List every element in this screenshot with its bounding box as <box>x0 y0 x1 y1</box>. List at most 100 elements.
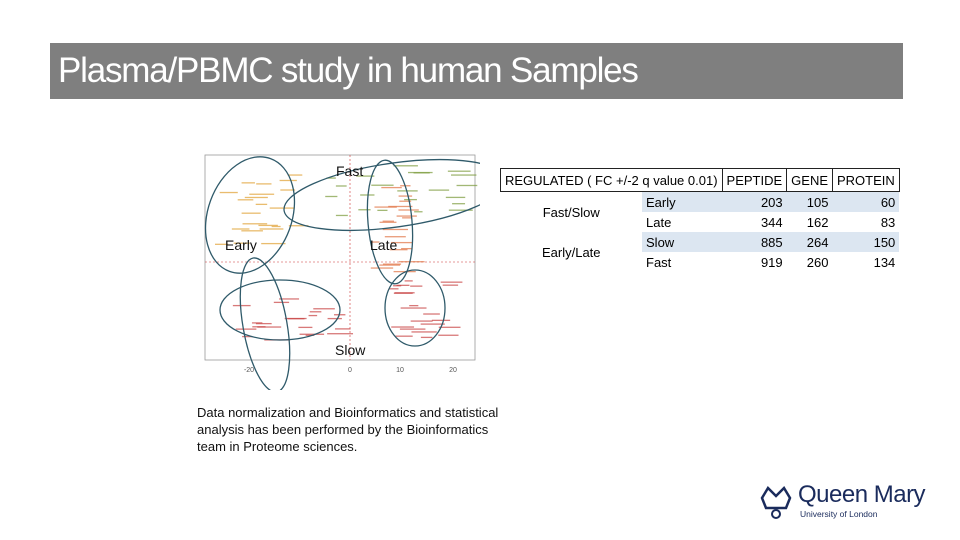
point-label <box>404 198 417 201</box>
point-label <box>440 281 463 283</box>
point-label <box>305 334 315 336</box>
cell-value: 134 <box>873 254 896 270</box>
cell-value: 150 <box>832 232 900 252</box>
table-row: Fast 919 260 134 <box>501 252 900 272</box>
point-label <box>241 230 263 232</box>
point-label <box>360 194 375 196</box>
point-label <box>371 241 380 243</box>
point-label <box>326 177 336 179</box>
point-label <box>388 205 413 208</box>
point-label <box>445 196 466 199</box>
point-label <box>410 285 423 287</box>
point-label <box>356 175 375 177</box>
point-label <box>309 311 322 313</box>
point-label <box>382 263 402 265</box>
cell-value: 919 <box>760 254 783 270</box>
point-label <box>242 223 268 225</box>
cell-value: 203 <box>722 191 787 212</box>
point-label <box>398 261 425 263</box>
logo-name: Queen Mary <box>798 481 926 508</box>
point-label <box>451 174 477 176</box>
point-label <box>219 191 238 194</box>
row-label: Late <box>646 214 672 230</box>
point-label <box>255 322 272 325</box>
point-label <box>399 328 426 330</box>
x-tick-label: 0 <box>348 367 352 374</box>
point-label <box>370 267 394 269</box>
point-label <box>279 298 300 300</box>
point-label <box>273 301 290 304</box>
point-label <box>287 174 303 176</box>
point-label <box>327 333 354 335</box>
row-label: Fast <box>646 254 672 270</box>
group-label: Fast <box>336 163 364 179</box>
point-label <box>428 189 450 191</box>
cell-value: 260 <box>806 254 829 270</box>
point-label <box>334 328 351 330</box>
point-label <box>431 319 451 322</box>
cell-value: 60 <box>832 191 900 212</box>
point-label <box>231 228 250 230</box>
caption-line: team in Proteome sciences. <box>197 439 358 454</box>
logo: Queen Mary University of London <box>758 481 926 525</box>
point-label <box>215 243 229 245</box>
point-label <box>396 215 417 217</box>
point-label <box>396 284 410 286</box>
cell-value: 344 <box>760 214 783 230</box>
x-tick-label: -20 <box>244 367 254 374</box>
point-label <box>438 334 459 336</box>
cell-value: 885 <box>722 232 787 252</box>
point-label <box>395 335 413 337</box>
point-label <box>244 196 268 199</box>
point-label <box>438 326 461 328</box>
point-label <box>335 214 348 217</box>
point-label <box>447 170 471 172</box>
point-label <box>257 326 282 328</box>
point-label <box>442 284 459 286</box>
table-row: Fast/Slow Early 203 105 60 <box>501 191 900 220</box>
cell-value: 105 <box>786 191 833 212</box>
point-label <box>252 326 266 328</box>
title: Plasma/PBMC study in human Samples <box>58 51 639 90</box>
point-label <box>399 200 412 202</box>
point-label <box>402 217 412 219</box>
cell-value: 264 <box>786 232 833 252</box>
point-label <box>269 207 295 209</box>
caption-line: analysis has been performed by the Bioin… <box>197 422 489 437</box>
point-label <box>382 220 394 222</box>
point-label <box>374 206 397 208</box>
point-label <box>232 304 251 307</box>
point-label <box>420 323 445 325</box>
column-header: PROTEIN <box>832 168 900 192</box>
point-label <box>409 304 419 307</box>
point-label <box>358 209 371 211</box>
title-bar: Plasma/PBMC study in human Samples <box>50 43 903 99</box>
point-label <box>298 326 313 329</box>
point-label <box>241 182 255 184</box>
column-header: REGULATED ( FC +/-2 q value 0.01) <box>500 168 723 192</box>
group-label: Fast/Slow <box>542 204 600 220</box>
point-label <box>411 331 437 333</box>
group-label: Late <box>370 237 398 253</box>
point-label <box>308 314 318 317</box>
point-label <box>335 185 347 187</box>
point-label <box>400 307 427 309</box>
point-label <box>241 212 261 214</box>
point-label <box>233 242 250 244</box>
logo-subtitle: University of London <box>800 509 878 519</box>
point-label <box>393 165 418 167</box>
point-label <box>382 228 409 231</box>
point-label <box>371 184 394 186</box>
point-label <box>398 209 419 211</box>
point-label <box>423 313 440 315</box>
figure: -20 0 10 20 Fast Early Late Slow <box>185 150 507 393</box>
point-label <box>452 203 466 205</box>
point-label <box>410 320 433 322</box>
group-label: Early <box>225 237 257 253</box>
caption-line: Data normalization and Bioinformatics an… <box>197 405 499 420</box>
point-label <box>414 211 423 213</box>
point-label <box>313 308 335 310</box>
column-header: PEPTIDE <box>721 168 788 192</box>
point-label <box>261 242 286 245</box>
